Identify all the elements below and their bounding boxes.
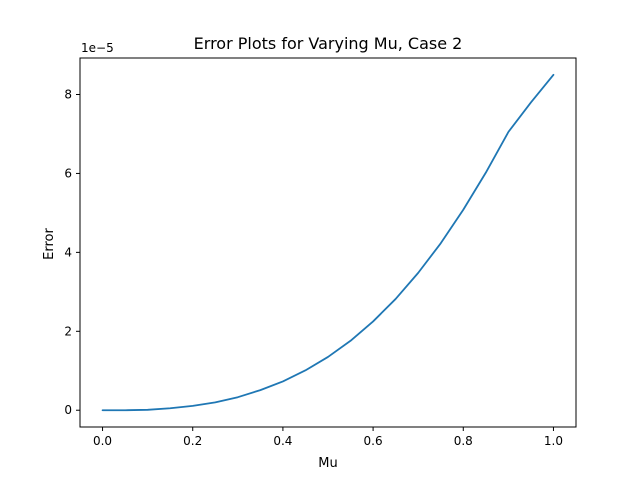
y-tick-label: 4: [64, 245, 72, 259]
ticks-layer: 0.0 0.2 0.4 0.6 0.8 1.0 0 2 4 6 8: [64, 88, 563, 448]
x-axis-label: Mu: [318, 456, 337, 471]
axes-frame: [79, 57, 577, 428]
y-axis-label: Error: [42, 228, 57, 260]
x-tick-label: 1.0: [544, 434, 563, 448]
x-tick-label: 0.4: [273, 434, 292, 448]
y-tick-label: 0: [64, 403, 72, 417]
x-tick-label: 0.2: [183, 434, 202, 448]
x-tick-label: 0.8: [454, 434, 473, 448]
y-tick-label: 2: [64, 324, 72, 338]
chart-title: Error Plots for Varying Mu, Case 2: [194, 34, 463, 53]
x-tick-label: 0.0: [93, 434, 112, 448]
x-tick-label: 0.6: [364, 434, 383, 448]
y-tick-label: 6: [64, 166, 72, 180]
y-axis-offset-label: 1e−5: [81, 41, 114, 55]
y-tick-label: 8: [64, 88, 72, 102]
plot-area: [101, 73, 555, 412]
series-line-0: [101, 73, 555, 412]
